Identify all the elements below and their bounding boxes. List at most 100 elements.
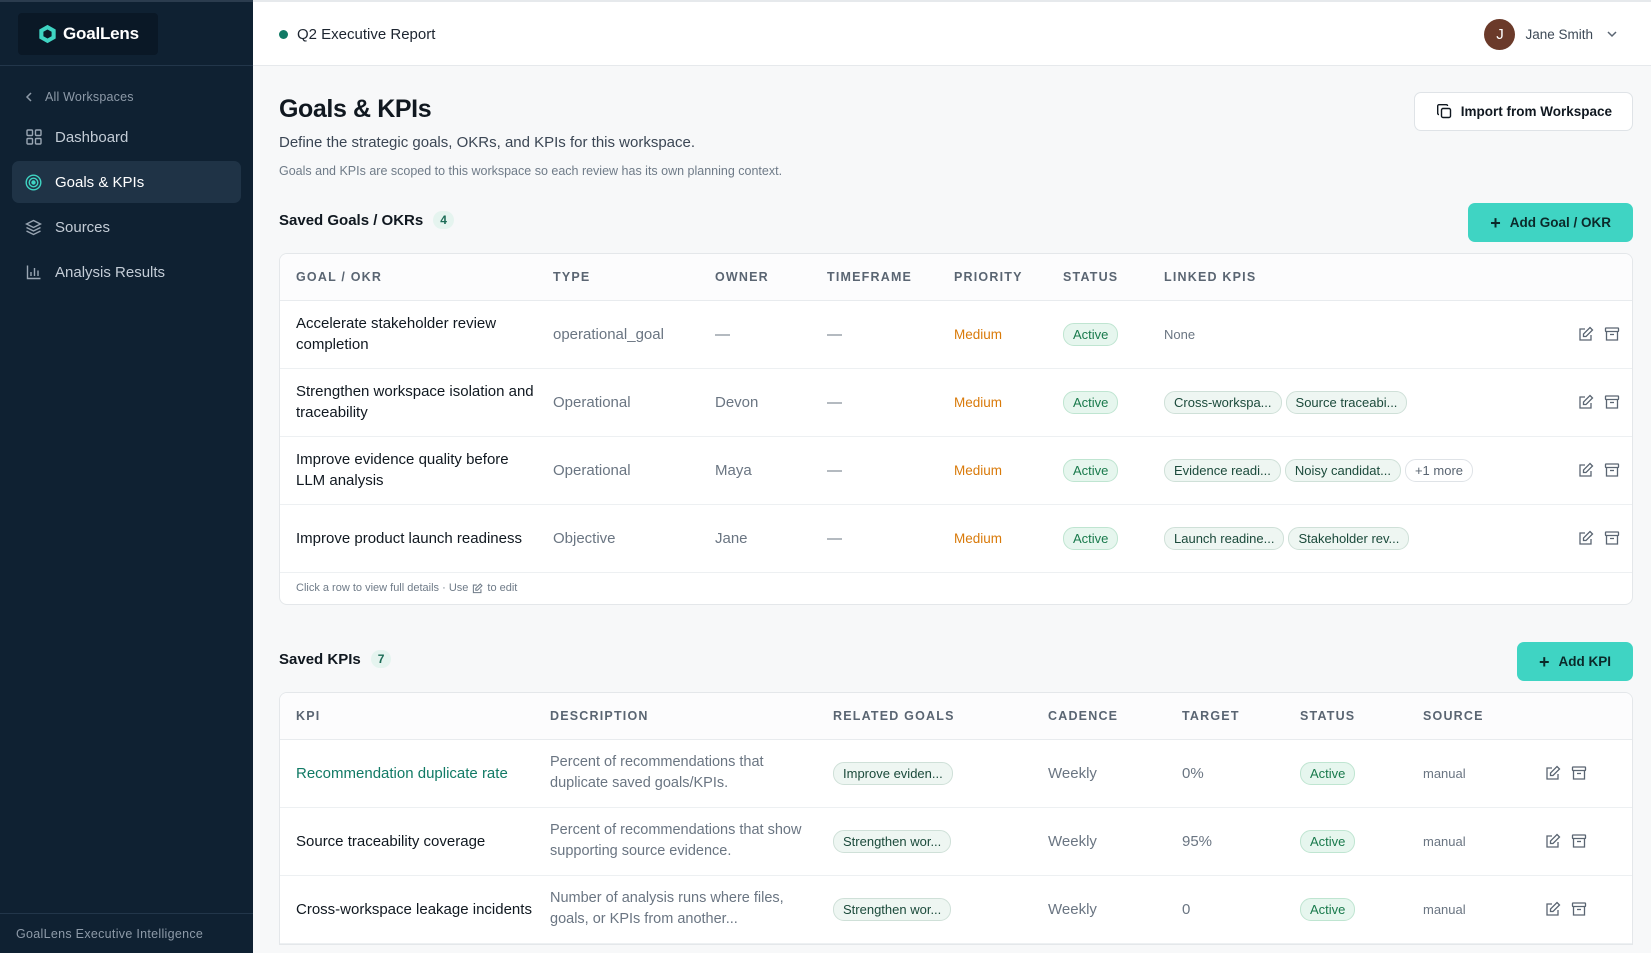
archive-icon[interactable] <box>1604 326 1620 342</box>
goal-timeframe: — <box>811 436 938 505</box>
goal-timeframe: — <box>811 300 938 369</box>
kpi-description: Number of analysis runs where files, goa… <box>534 875 817 944</box>
table-row[interactable]: Source traceability coverage Percent of … <box>280 807 1632 876</box>
kpi-cadence: Weekly <box>1032 739 1166 808</box>
table-row[interactable]: Accelerate stakeholder review completion… <box>280 300 1632 369</box>
col-cadence[interactable]: Cadence <box>1032 693 1166 740</box>
priority-label: Medium <box>954 326 1003 342</box>
edit-icon[interactable] <box>1545 765 1561 781</box>
sidebar-nav: Dashboard Goals & KPIs Sources Analysis … <box>0 116 253 293</box>
kpi-cadence: Weekly <box>1032 875 1166 944</box>
plus-icon: + <box>1490 212 1501 233</box>
brand-logo[interactable]: GoalLens <box>18 13 158 55</box>
goal-owner: Maya <box>699 436 811 505</box>
archive-icon[interactable] <box>1604 462 1620 478</box>
status-badge: Active <box>1063 458 1119 482</box>
workspace-indicator: Q2 Executive Report <box>279 26 435 43</box>
col-status[interactable]: Status <box>1047 254 1148 301</box>
sidebar-item-sources[interactable]: Sources <box>12 206 241 248</box>
col-kpi[interactable]: KPI <box>280 693 534 740</box>
page-note: Goals and KPIs are scoped to this worksp… <box>279 164 783 178</box>
sidebar-item-label: Dashboard <box>55 128 129 146</box>
add-goal-label: Add Goal / OKR <box>1509 215 1611 230</box>
goal-timeframe: — <box>811 504 938 573</box>
priority-label: Medium <box>954 462 1003 478</box>
more-kpis-chip[interactable]: +1 more <box>1404 458 1474 482</box>
table-row[interactable]: Cross-workspace leakage incidents Number… <box>280 875 1632 944</box>
kpi-description: Percent of recommendations that show sup… <box>534 807 817 876</box>
sidebar-footer: GoalLens Executive Intelligence <box>0 913 253 953</box>
goals-heading: Saved Goals / OKRs <box>279 211 424 229</box>
edit-icon[interactable] <box>1578 394 1594 410</box>
table-row[interactable]: Strengthen workspace isolation and trace… <box>280 368 1632 437</box>
col-source[interactable]: Source <box>1407 693 1529 740</box>
archive-icon[interactable] <box>1604 394 1620 410</box>
table-row[interactable]: Improve product launch readiness Objecti… <box>280 504 1632 573</box>
sidebar-item-label: Goals & KPIs <box>55 173 145 191</box>
col-status[interactable]: Status <box>1284 693 1407 740</box>
all-workspaces-label: All Workspaces <box>45 90 134 104</box>
kpis-heading: Saved KPIs <box>279 650 361 668</box>
kpi-source: manual <box>1407 807 1529 876</box>
goals-table-header: Goal / OKR Type Owner Timeframe Priority… <box>280 254 1632 301</box>
edit-icon[interactable] <box>1545 901 1561 917</box>
kpi-chip[interactable]: Launch readine... <box>1164 526 1285 550</box>
target-icon <box>25 173 42 191</box>
edit-icon[interactable] <box>1545 833 1561 849</box>
status-badge: Active <box>1063 526 1119 550</box>
goal-type: operational_goal <box>537 300 699 369</box>
archive-icon[interactable] <box>1604 530 1620 546</box>
sidebar-item-dashboard[interactable]: Dashboard <box>12 116 241 158</box>
kpi-chip[interactable]: Evidence readi... <box>1164 458 1281 482</box>
kpi-description: Percent of recommendations that duplicat… <box>534 739 817 808</box>
archive-icon[interactable] <box>1571 901 1587 917</box>
col-linked-kpis[interactable]: Linked KPIs <box>1148 254 1562 301</box>
kpi-name[interactable]: Source traceability coverage <box>280 807 534 876</box>
add-goal-button[interactable]: + Add Goal / OKR <box>1468 203 1633 242</box>
sidebar-item-goals-kpis[interactable]: Goals & KPIs <box>12 161 241 203</box>
col-goal[interactable]: Goal / OKR <box>280 254 537 301</box>
goal-name: Improve evidence quality before LLM anal… <box>280 436 537 505</box>
goals-table: Goal / OKR Type Owner Timeframe Priority… <box>279 253 1633 605</box>
avatar: J <box>1484 19 1516 50</box>
kpi-target: 0% <box>1166 739 1284 808</box>
edit-icon[interactable] <box>1578 462 1594 478</box>
copy-icon <box>1436 104 1451 119</box>
kpi-name-link[interactable]: Recommendation duplicate rate <box>280 739 534 808</box>
status-badge: Active <box>1063 390 1119 414</box>
kpi-chip[interactable]: Source traceabi... <box>1285 390 1408 414</box>
col-description[interactable]: Description <box>534 693 817 740</box>
footer-hint-before: Click a row to view full details · Use <box>296 582 469 594</box>
related-goal-chip[interactable]: Strengthen wor... <box>833 897 952 921</box>
table-row[interactable]: Improve evidence quality before LLM anal… <box>280 436 1632 505</box>
col-type[interactable]: Type <box>537 254 699 301</box>
footer-hint-after: to edit <box>487 582 518 594</box>
sidebar-item-analysis-results[interactable]: Analysis Results <box>12 251 241 293</box>
add-kpi-button[interactable]: + Add KPI <box>1516 642 1633 681</box>
related-goal-chip[interactable]: Strengthen wor... <box>833 829 952 853</box>
status-badge: Active <box>1300 829 1356 853</box>
kpi-chip[interactable]: Noisy candidat... <box>1284 458 1401 482</box>
col-priority[interactable]: Priority <box>938 254 1047 301</box>
kpi-chip[interactable]: Stakeholder rev... <box>1288 526 1410 550</box>
kpi-source: manual <box>1407 875 1529 944</box>
edit-icon[interactable] <box>1578 326 1594 342</box>
col-related-goals[interactable]: Related Goals <box>817 693 1032 740</box>
goal-owner: — <box>699 300 811 369</box>
col-owner[interactable]: Owner <box>699 254 811 301</box>
kpi-name[interactable]: Cross-workspace leakage incidents <box>280 875 534 944</box>
edit-icon <box>473 582 484 593</box>
import-from-workspace-button[interactable]: Import from Workspace <box>1413 92 1633 131</box>
archive-icon[interactable] <box>1571 765 1587 781</box>
kpi-chip[interactable]: Cross-workspa... <box>1164 390 1282 414</box>
edit-icon[interactable] <box>1578 530 1594 546</box>
linked-kpis-none: None <box>1164 326 1196 342</box>
col-target[interactable]: Target <box>1166 693 1284 740</box>
all-workspaces-link[interactable]: All Workspaces <box>25 90 253 104</box>
archive-icon[interactable] <box>1571 833 1587 849</box>
sidebar-item-label: Analysis Results <box>55 263 166 281</box>
related-goal-chip[interactable]: Improve eviden... <box>833 761 953 785</box>
col-timeframe[interactable]: Timeframe <box>811 254 938 301</box>
table-row[interactable]: Recommendation duplicate rate Percent of… <box>280 739 1632 808</box>
user-menu[interactable]: J Jane Smith <box>1484 19 1617 50</box>
